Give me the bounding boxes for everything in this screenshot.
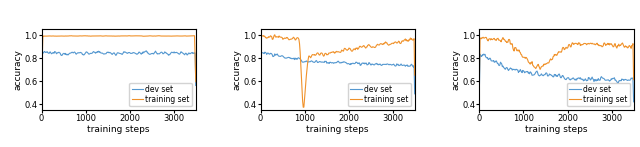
Y-axis label: accuracy: accuracy bbox=[452, 49, 461, 90]
X-axis label: training steps: training steps bbox=[88, 125, 150, 134]
training set bbox=[271, 34, 278, 36]
Y-axis label: accuracy: accuracy bbox=[14, 49, 23, 90]
dev set bbox=[257, 85, 264, 86]
training set bbox=[476, 74, 483, 76]
training set bbox=[257, 74, 264, 76]
dev set bbox=[582, 80, 590, 82]
Line: dev set: dev set bbox=[260, 52, 415, 94]
dev set bbox=[346, 64, 354, 65]
dev set bbox=[538, 74, 546, 76]
training set bbox=[102, 35, 110, 37]
training set bbox=[322, 52, 330, 54]
dev set bbox=[186, 53, 194, 55]
dev set bbox=[100, 53, 108, 55]
training set bbox=[127, 35, 135, 37]
training set bbox=[630, 79, 637, 81]
training set bbox=[63, 35, 71, 37]
Line: training set: training set bbox=[42, 36, 196, 82]
training set bbox=[479, 36, 487, 38]
dev set bbox=[405, 65, 413, 67]
dev set bbox=[192, 85, 200, 86]
dev set bbox=[411, 93, 419, 95]
training set bbox=[283, 37, 291, 39]
training set bbox=[145, 35, 152, 37]
training set bbox=[320, 55, 328, 57]
training set bbox=[100, 35, 108, 37]
Y-axis label: accuracy: accuracy bbox=[233, 49, 242, 90]
Line: dev set: dev set bbox=[479, 54, 634, 102]
dev set bbox=[142, 50, 150, 52]
training set bbox=[406, 39, 413, 41]
dev set bbox=[145, 53, 152, 55]
training set bbox=[582, 44, 590, 46]
training set bbox=[565, 44, 573, 45]
X-axis label: training steps: training steps bbox=[307, 125, 369, 134]
dev set bbox=[283, 57, 291, 59]
training set bbox=[81, 35, 89, 37]
dev set bbox=[38, 85, 45, 86]
training set bbox=[192, 81, 200, 83]
X-axis label: training steps: training steps bbox=[525, 125, 588, 134]
dev set bbox=[63, 54, 71, 56]
dev set bbox=[321, 60, 329, 62]
training set bbox=[347, 49, 355, 51]
training set bbox=[364, 44, 372, 46]
training set bbox=[411, 74, 419, 76]
dev set bbox=[630, 101, 637, 103]
training set bbox=[540, 63, 548, 65]
Line: dev set: dev set bbox=[42, 51, 196, 86]
dev set bbox=[624, 79, 632, 81]
dev set bbox=[476, 85, 483, 87]
training set bbox=[38, 81, 45, 83]
training set bbox=[502, 40, 509, 42]
dev set bbox=[480, 53, 488, 55]
dev set bbox=[319, 61, 327, 63]
dev set bbox=[540, 74, 548, 76]
training set bbox=[186, 35, 194, 37]
training set bbox=[300, 106, 307, 108]
training set bbox=[538, 66, 546, 67]
dev set bbox=[127, 53, 134, 54]
dev set bbox=[261, 51, 269, 53]
dev set bbox=[502, 68, 509, 70]
Legend: dev set, training set: dev set, training set bbox=[129, 83, 192, 106]
training set bbox=[624, 47, 632, 49]
dev set bbox=[102, 53, 109, 55]
dev set bbox=[565, 78, 573, 80]
Line: training set: training set bbox=[260, 35, 415, 107]
Legend: dev set, training set: dev set, training set bbox=[348, 83, 411, 106]
dev set bbox=[364, 64, 371, 66]
Legend: dev set, training set: dev set, training set bbox=[567, 83, 630, 106]
Line: training set: training set bbox=[479, 37, 634, 80]
